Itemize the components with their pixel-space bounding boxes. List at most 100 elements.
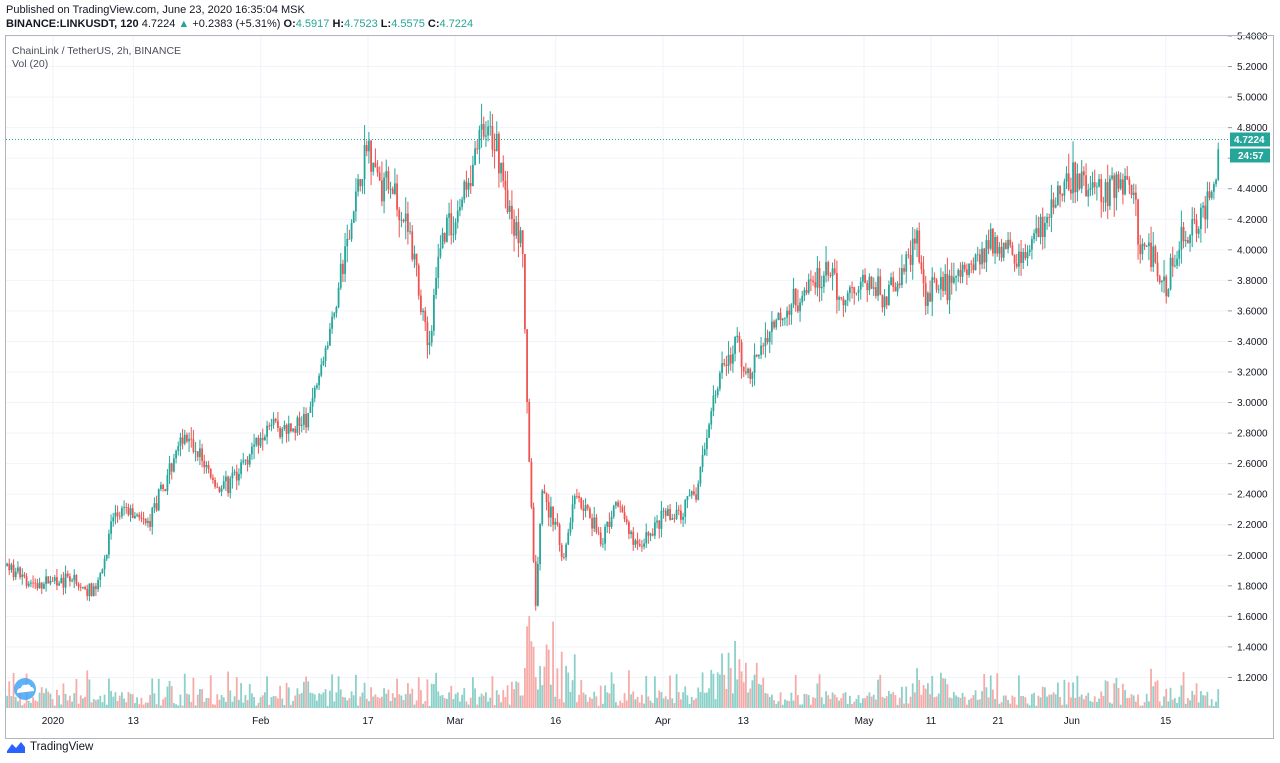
candle-body <box>162 484 164 490</box>
volume-bar <box>411 688 414 708</box>
volume-bar <box>1206 691 1209 708</box>
volume-bar <box>777 701 780 708</box>
candle-body <box>1202 205 1204 208</box>
volume-bar <box>422 703 424 708</box>
candle-body <box>183 434 186 444</box>
candle-body <box>1078 173 1081 189</box>
candle-body <box>978 254 981 265</box>
candle-body <box>220 488 223 492</box>
candle-body <box>463 181 466 200</box>
volume-bar <box>563 702 565 708</box>
candle-body <box>394 183 396 194</box>
volume-bar <box>21 705 24 708</box>
candle-body <box>922 269 925 284</box>
candle-body <box>225 476 227 482</box>
candle-body <box>952 277 955 283</box>
volume-bar <box>1065 704 1068 708</box>
volume-bar <box>435 672 437 708</box>
candle-body <box>1180 226 1183 250</box>
candle-body <box>62 577 65 588</box>
candle-body <box>272 418 275 425</box>
volume-bar <box>1011 695 1014 708</box>
candle-body <box>387 171 390 190</box>
candle-body <box>56 577 58 586</box>
candle-body <box>129 508 132 515</box>
symbol-info-bar: BINANCE:LINKUSDT, 120 4.7224 ▲ +0.2383 (… <box>6 18 473 30</box>
cloud-icon[interactable] <box>14 678 36 700</box>
volume-bar <box>261 695 264 708</box>
candle-body <box>71 580 73 582</box>
volume-bar <box>749 688 752 708</box>
volume-bar <box>1182 672 1185 708</box>
volume-bar <box>361 692 364 708</box>
volume-bar <box>985 687 988 708</box>
candle-body <box>1046 217 1048 224</box>
volume-bar <box>855 698 858 708</box>
candle-body <box>411 231 414 260</box>
time-axis[interactable]: 2020 13 Feb 17 Mar 16 Apr 13 May 11 21 Jun 15 <box>42 716 1172 727</box>
candle-body <box>238 473 240 481</box>
candle-body <box>903 268 905 272</box>
candle-body <box>768 331 771 343</box>
volume-bar <box>381 696 383 708</box>
candle-body <box>734 337 736 354</box>
volume-bar <box>307 681 310 708</box>
volume-bar <box>1028 705 1031 708</box>
volume-bar <box>1176 702 1178 708</box>
volume-bar <box>905 686 908 708</box>
candle-body <box>916 230 918 244</box>
volume-bar <box>933 697 936 708</box>
candle-body <box>1020 251 1022 264</box>
candle-body <box>415 253 418 266</box>
candle-body <box>1160 280 1163 283</box>
candle-body <box>173 458 175 472</box>
candle-body <box>368 140 370 152</box>
volume-bar <box>1007 699 1009 708</box>
volume-bar <box>1119 704 1122 708</box>
volume-bar <box>1015 704 1018 708</box>
candle-body <box>342 263 344 274</box>
candle-body <box>127 507 130 515</box>
brand-label: TradingView <box>30 741 94 753</box>
candle-body <box>1137 199 1139 245</box>
candle-body <box>1217 149 1220 180</box>
candle-body <box>792 288 795 305</box>
price-tick-label: 1.6000 <box>1237 612 1268 623</box>
candle-body <box>140 517 143 519</box>
volume-bar <box>1126 698 1129 708</box>
candle-body <box>859 281 862 290</box>
volume-bar <box>814 698 817 708</box>
price-tick-label: 2.0000 <box>1237 551 1268 562</box>
volume-bar <box>1189 700 1191 708</box>
volume-bar <box>812 697 814 708</box>
candle-body <box>123 507 125 508</box>
tradingview-brand[interactable]: TradingView <box>6 740 93 754</box>
volume-bar <box>255 705 258 708</box>
candle-body <box>335 307 338 314</box>
candle-body <box>1163 276 1165 281</box>
candle-body <box>194 451 197 453</box>
candle-body <box>758 354 760 357</box>
volume-bar <box>846 703 849 708</box>
candle-body <box>773 321 775 328</box>
price-tick-label: 1.8000 <box>1237 581 1268 592</box>
candle-body <box>803 290 806 296</box>
volume-bar <box>784 699 786 708</box>
candle-body <box>716 388 719 395</box>
volume-bar <box>257 702 260 708</box>
candle-body <box>259 437 262 446</box>
volume-bar <box>203 701 206 708</box>
candle-body <box>1007 239 1009 249</box>
volume-bar <box>77 703 80 708</box>
volume-bar <box>12 672 15 708</box>
volume-bar <box>97 699 99 708</box>
volume-bar <box>903 703 905 708</box>
candle-body <box>929 292 931 302</box>
price-axis[interactable]: 5.40005.20005.00004.80004.60004.40004.20… <box>1228 32 1270 684</box>
candle-body <box>578 496 580 499</box>
candle-body <box>472 164 474 187</box>
volume-bar <box>407 683 409 708</box>
candle-body <box>602 543 604 545</box>
candle-body <box>630 531 632 535</box>
